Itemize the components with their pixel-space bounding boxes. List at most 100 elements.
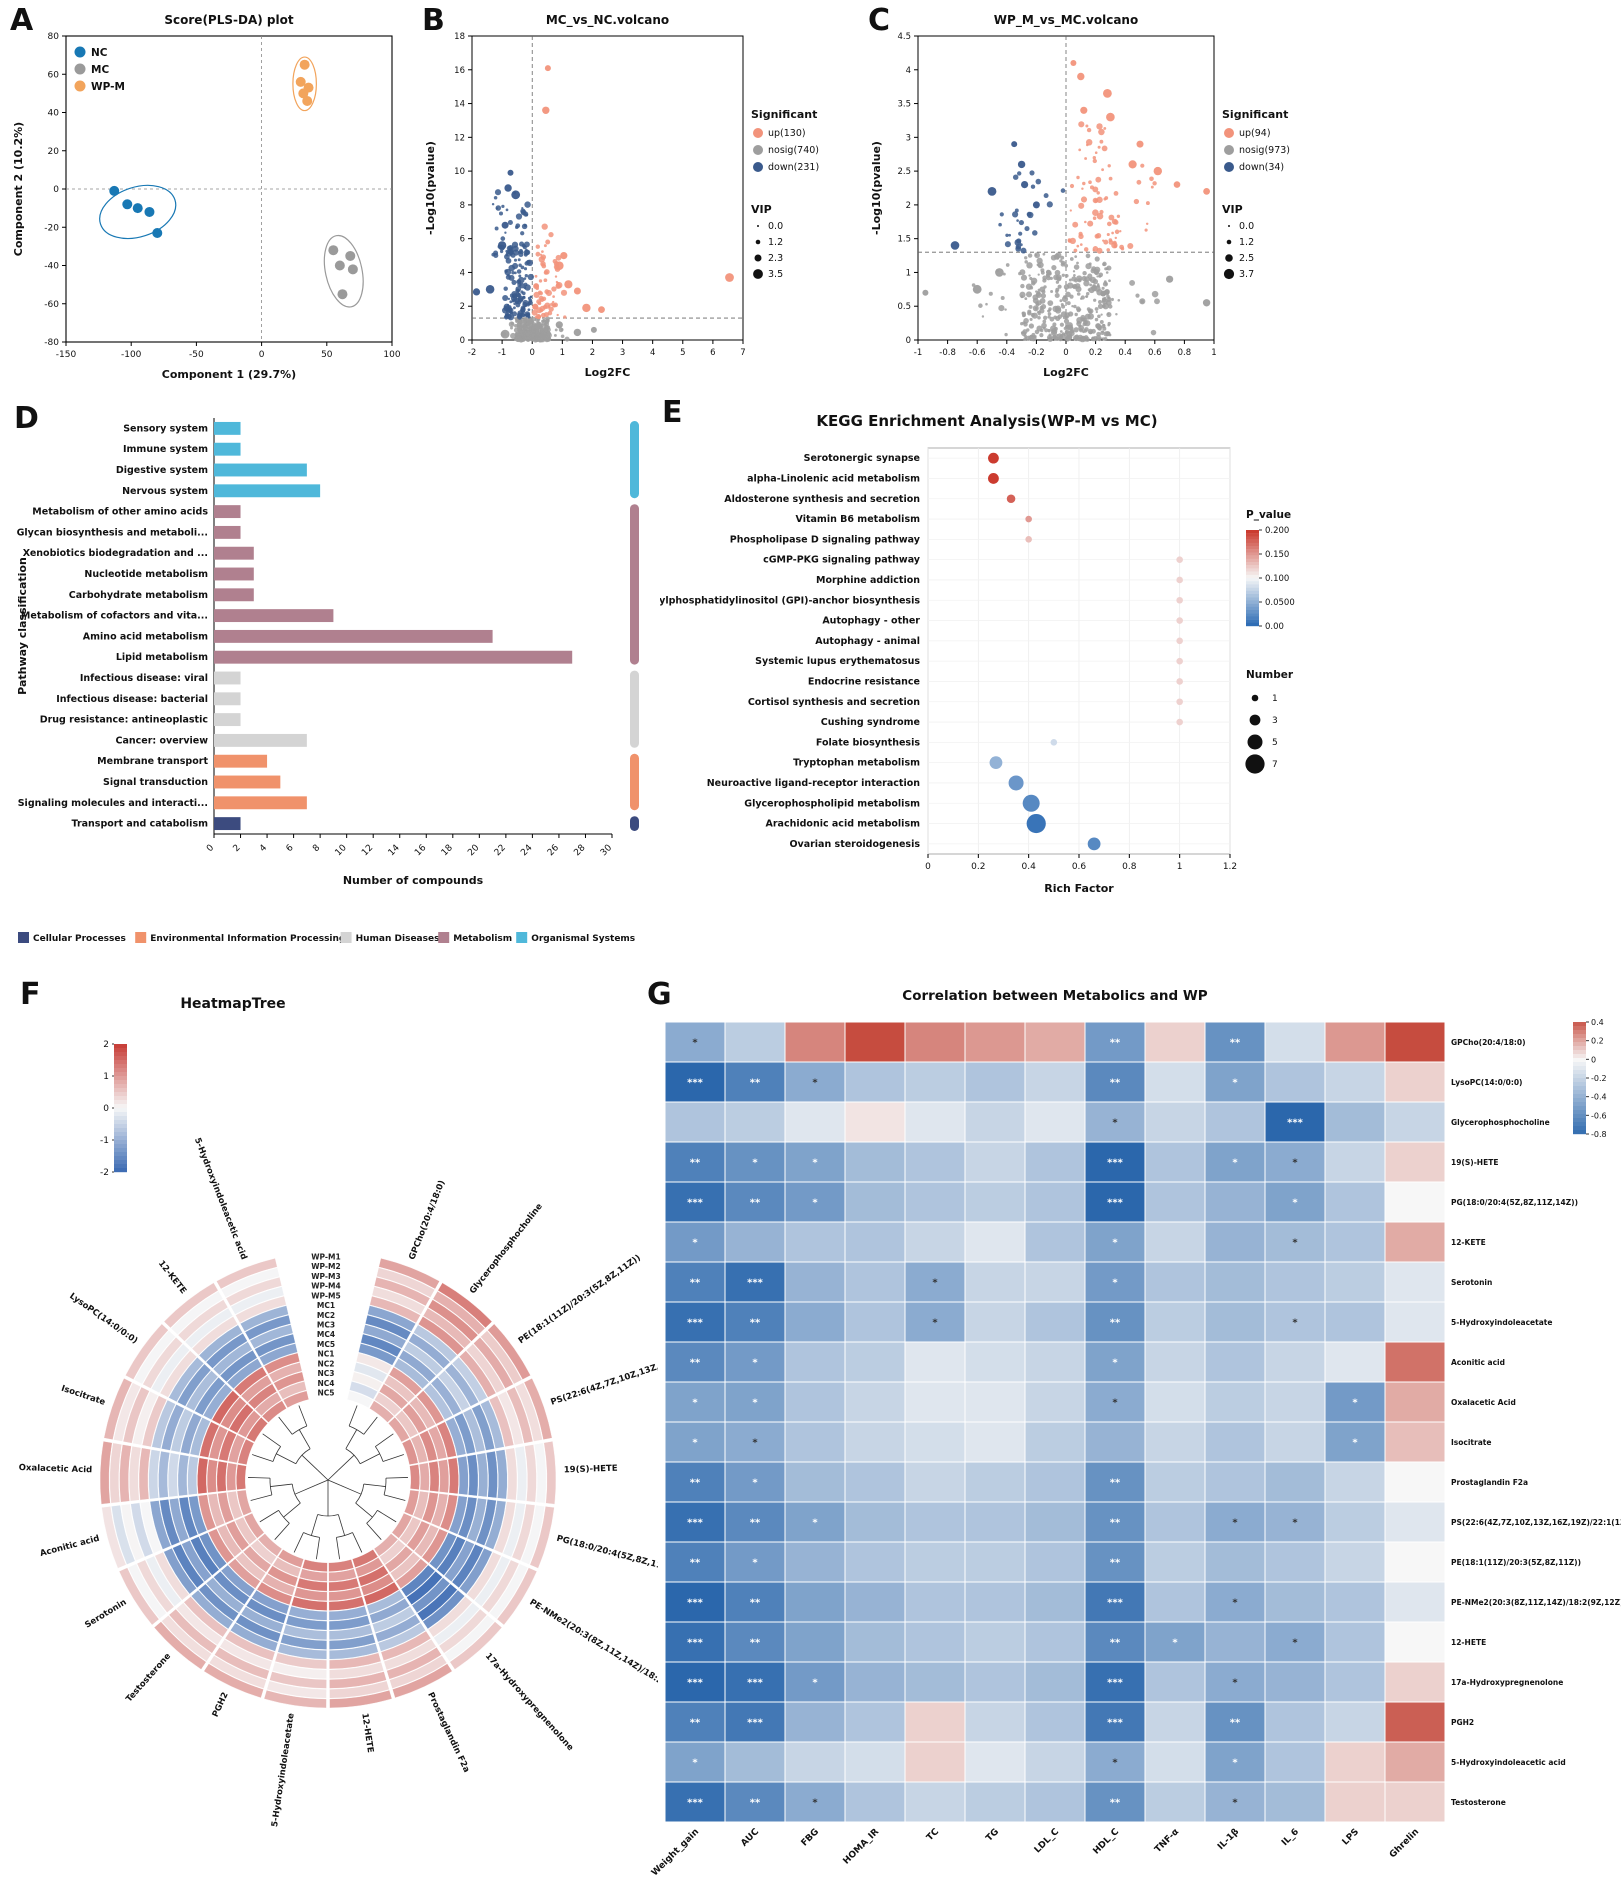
volcano-point [1081,187,1084,190]
volcano-point [1069,326,1074,331]
volcano-point [1027,309,1032,314]
volcano-point [564,336,570,342]
row-label: PGH2 [1451,1718,1474,1727]
volcano-point [1082,330,1085,334]
ring-cell [261,1400,287,1423]
text-label: 2.5 [897,167,911,177]
ring-cell [153,1621,207,1670]
volcano-point [538,291,543,296]
heatmap-cell [1145,1742,1205,1782]
significance-stars: * [1292,1198,1298,1209]
ring-cell [120,1503,145,1562]
pathway-label: Arachidonic acid metabolism [766,819,921,830]
volcano-point [1092,216,1097,220]
heatmap-cell [1385,1142,1445,1182]
ring-cell [129,1445,142,1502]
ring-cell [412,1490,429,1520]
volcano-point [1094,317,1099,322]
ring-cell [480,1399,505,1449]
heatmap-cell [905,1582,965,1622]
volcano-point [538,326,542,329]
ring-cell [438,1608,488,1654]
volcano-point [1166,275,1174,283]
legend-swatch [1224,145,1234,155]
volcano-point [1113,219,1119,225]
ring-cell [438,1459,450,1494]
heatmap-cell [1265,1622,1325,1662]
heatmap-cell [1385,1782,1445,1822]
legend-swatch [753,128,763,138]
scale-colorbar [1573,1110,1586,1115]
significance-stars: * [812,1078,818,1089]
scale-tick-label: -0.2 [1591,1074,1607,1083]
text-label: -150 [56,350,77,360]
scale-colorbar [114,1060,127,1065]
enrichment-dot [1006,494,1016,504]
text-label: 1 [906,268,911,278]
ring-cell [185,1370,219,1412]
heatmap-cell [845,1422,905,1462]
heatmap-cell [845,1262,905,1302]
volcano-point [523,241,530,248]
volcano-point [520,231,525,236]
row-label: 17a-Hydroxypregnenolone [1451,1678,1563,1687]
volcano-point [999,212,1004,217]
significance-stars: * [1292,1518,1298,1529]
volcano-point [497,241,507,250]
points-down [950,141,1066,254]
text-label: 0.2 [1089,348,1103,358]
heatmap-cell [965,1342,1025,1382]
x-tick-label: 1 [1177,862,1183,872]
heatmap-cell [965,1422,1025,1462]
volcano-point [1026,262,1033,269]
volcano-point [1041,322,1047,329]
scale-tick-label: 0.2 [1591,1037,1604,1046]
volcano-point [1063,295,1067,299]
volcano-point [1065,330,1068,334]
scale-colorbar [1573,1082,1586,1087]
volcano-point [1072,221,1079,228]
significance-stars: ** [690,1358,701,1369]
heatmap-cell [1085,1382,1145,1422]
ring-cell [183,1596,229,1638]
volcano-point [1203,188,1210,195]
ring-cell [227,1490,244,1520]
volcano-point [1096,191,1100,195]
heatmap-cell [1205,1782,1265,1822]
volcano-point [1073,327,1079,333]
volcano-point [1047,336,1053,342]
heatmap-cell [1085,1222,1145,1262]
volcano-point [1016,219,1019,222]
x-axis-label: Number of compounds [343,874,484,887]
volcano-point [1014,208,1019,213]
volcano-point [1106,312,1112,318]
text-label: 0 [460,336,465,346]
ring-cell [427,1299,479,1342]
heatmap-cell [1205,1742,1265,1782]
scale-colorbar [114,1076,127,1081]
metabolite-label: 19(S)-HETE [564,1464,618,1476]
ring-cell [406,1520,431,1552]
volcano-point [1025,335,1031,341]
category-label: Xenobiotics biodegradation and ... [23,548,208,559]
volcano-point [522,307,526,310]
scale-colorbar [114,1052,127,1057]
heatmap-cell [1385,1302,1445,1342]
ring-cell [207,1528,235,1564]
volcano-point [563,315,567,319]
volcano-point [1069,183,1075,189]
ring-cell [410,1434,428,1464]
ring-cell [457,1496,478,1539]
volcano-point [1042,278,1047,283]
volcano-point [546,331,551,336]
ring-cell [421,1492,439,1524]
metabolite-label: PS(22:6(4Z,7Z,10Z,13Z,16Z,19Z)/22:1(13Z)… [550,1331,658,1408]
significance-stars: ** [690,1478,701,1489]
volcano-point [1023,318,1029,324]
ring-cell [168,1608,218,1654]
ring-cell [136,1559,175,1613]
text-label: 0 [906,336,911,346]
ring-cell [271,1661,327,1680]
pvalue-tick-label: 0.200 [1265,526,1289,536]
heatmap-cell [905,1702,965,1742]
